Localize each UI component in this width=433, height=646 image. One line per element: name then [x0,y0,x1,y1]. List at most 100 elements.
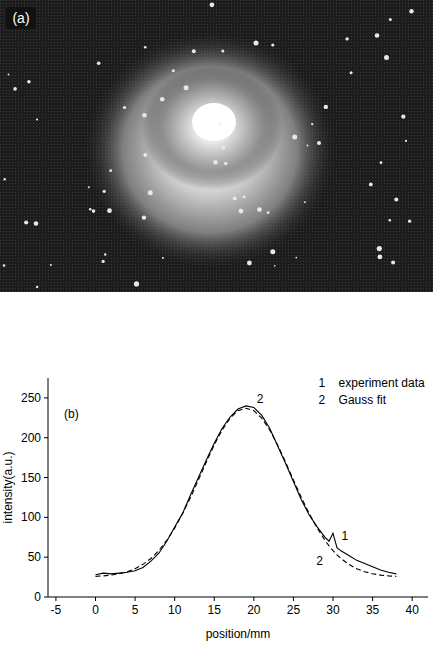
speckle [24,220,28,224]
speckle [221,50,224,53]
speckle [50,264,52,266]
x-tick [55,597,56,601]
speckle [109,169,112,172]
speckle [224,162,227,165]
speckle [408,220,411,223]
annotation-patch [255,392,265,406]
speckle [233,197,237,201]
speckle [307,145,309,147]
y-tick [44,597,48,598]
speckle [389,219,392,222]
x-tick [253,597,254,601]
x-tick-label: 35 [366,603,380,617]
speckle [394,198,398,202]
panel-label: (b) [64,407,79,421]
image-background [0,0,433,292]
speckle [160,97,165,102]
y-tick-label: 0 [34,590,41,604]
speckle [88,186,90,188]
speckle [345,37,348,40]
series-line [96,408,397,576]
speckle [405,140,407,142]
speckle [34,221,39,226]
x-tick-label: 0 [92,603,99,617]
y-axis [48,378,49,597]
speckle [267,211,270,214]
x-tick-label: 40 [405,603,419,617]
annotation-patch [315,554,325,568]
x-tick [293,597,294,601]
speckle [107,208,112,213]
beam-core [142,66,282,190]
x-tick-label: -5 [51,603,62,617]
speckle [274,265,276,267]
speckle [172,69,175,72]
speckle [102,260,105,263]
speckle [391,260,395,264]
y-tick [44,437,48,438]
y-tick-label: 50 [28,550,42,564]
speckle [213,160,217,164]
y-tick [44,517,48,518]
speckle [350,71,353,74]
speckle [324,105,328,109]
speckle [143,153,147,157]
speckle [123,106,126,109]
x-tick-label: 10 [168,603,182,617]
plot-area [96,406,397,577]
speckle [3,264,6,267]
speckle [142,215,146,219]
speckle [243,196,246,199]
speckle [103,190,106,193]
annotation: 2 [316,554,323,568]
speckle [317,141,321,145]
speckle [384,55,389,60]
speckle [378,255,383,260]
speckle [219,123,221,125]
speckle [27,80,31,84]
speckle [36,118,38,120]
beam-halo [85,32,335,268]
speckle [311,123,313,125]
speckle [304,201,306,203]
y-axis-title: intensity(a.u.) [1,451,15,523]
speckle [3,178,5,180]
x-tick [333,597,334,601]
speckle [239,209,244,214]
speckle [134,281,139,286]
x-axis [48,597,428,598]
figure: (a)-50510152025303540050100150200250posi… [0,0,433,646]
x-tick-label: 30 [326,603,340,617]
speckle [292,134,297,139]
x-tick [95,597,96,601]
speckle [409,9,413,13]
speckle [270,249,275,254]
speckle [144,46,147,49]
speckle [377,246,382,251]
panel-label-box [6,7,36,29]
annotation: 2 [257,392,264,406]
annotation: 1 [342,529,349,543]
speckle [401,115,405,119]
series-line [96,406,397,575]
speckle [142,113,146,117]
speckle [271,43,274,46]
speckle [257,207,262,212]
x-tick [412,597,413,601]
y-tick-label: 150 [21,471,41,485]
speckle [375,33,380,38]
speckle [210,2,215,7]
y-tick [44,557,48,558]
speckle [295,257,297,259]
speckle [389,18,392,21]
annotation-patch [340,529,350,543]
speckle [162,257,164,259]
legend-key: 1 [319,376,326,390]
speckle [97,62,101,66]
speckle [104,253,106,255]
x-tick-label: 5 [132,603,139,617]
y-tick-label: 200 [21,431,41,445]
speckle [184,85,189,90]
speckle [192,49,196,53]
y-tick [44,477,48,478]
